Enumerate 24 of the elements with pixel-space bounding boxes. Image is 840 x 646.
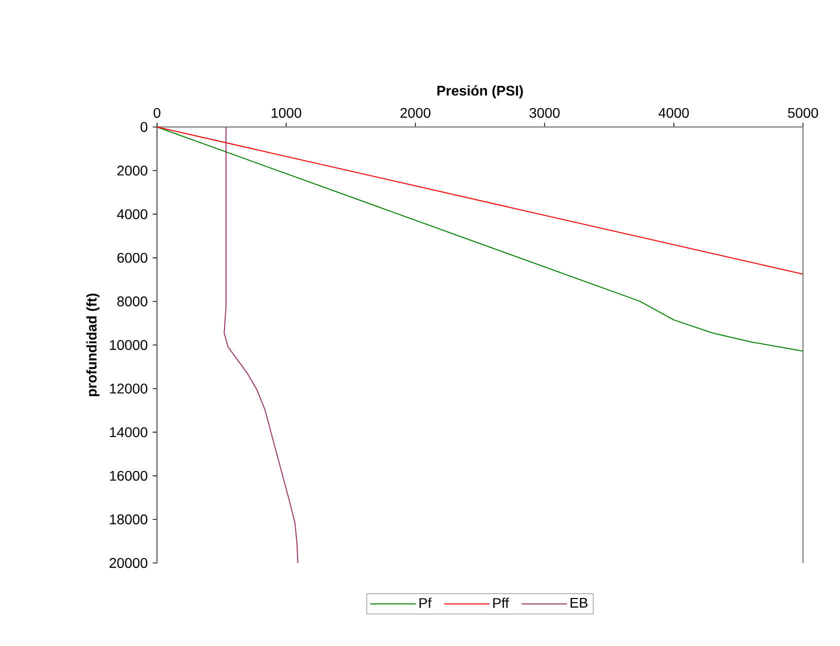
y-tick-label: 18000 bbox=[110, 514, 148, 524]
y-tick-label: 20000 bbox=[110, 558, 148, 568]
x-tick-label: 5000 bbox=[788, 108, 818, 118]
y-tick-label: 16000 bbox=[110, 470, 148, 481]
y-tick-label: 14000 bbox=[110, 427, 148, 438]
x-tick-label: 0 bbox=[154, 108, 160, 118]
y-tick-label: 2000 bbox=[117, 166, 148, 176]
legend-label: Pff bbox=[493, 598, 509, 608]
y-tick-label: 8000 bbox=[117, 296, 148, 306]
line-series bbox=[156, 126, 804, 352]
x-tick-label: 1000 bbox=[272, 108, 302, 118]
x-axis-title: Presión (PSI) bbox=[437, 85, 523, 98]
legend-label: Pf bbox=[420, 598, 432, 608]
y-tick-label: 10000 bbox=[110, 340, 148, 350]
y-axis-title: profundidad (ft) bbox=[86, 294, 100, 396]
y-tick-label: 6000 bbox=[117, 252, 148, 263]
line-series bbox=[224, 126, 298, 564]
x-tick-label: 2000 bbox=[400, 108, 430, 118]
x-tick-label: 3000 bbox=[530, 108, 560, 118]
y-tick-label: 12000 bbox=[110, 384, 148, 394]
x-tick-label: 4000 bbox=[658, 108, 689, 118]
y-tick-label: 0 bbox=[140, 122, 148, 132]
legend-label: EB bbox=[570, 598, 588, 608]
y-tick-label: 4000 bbox=[117, 209, 148, 220]
